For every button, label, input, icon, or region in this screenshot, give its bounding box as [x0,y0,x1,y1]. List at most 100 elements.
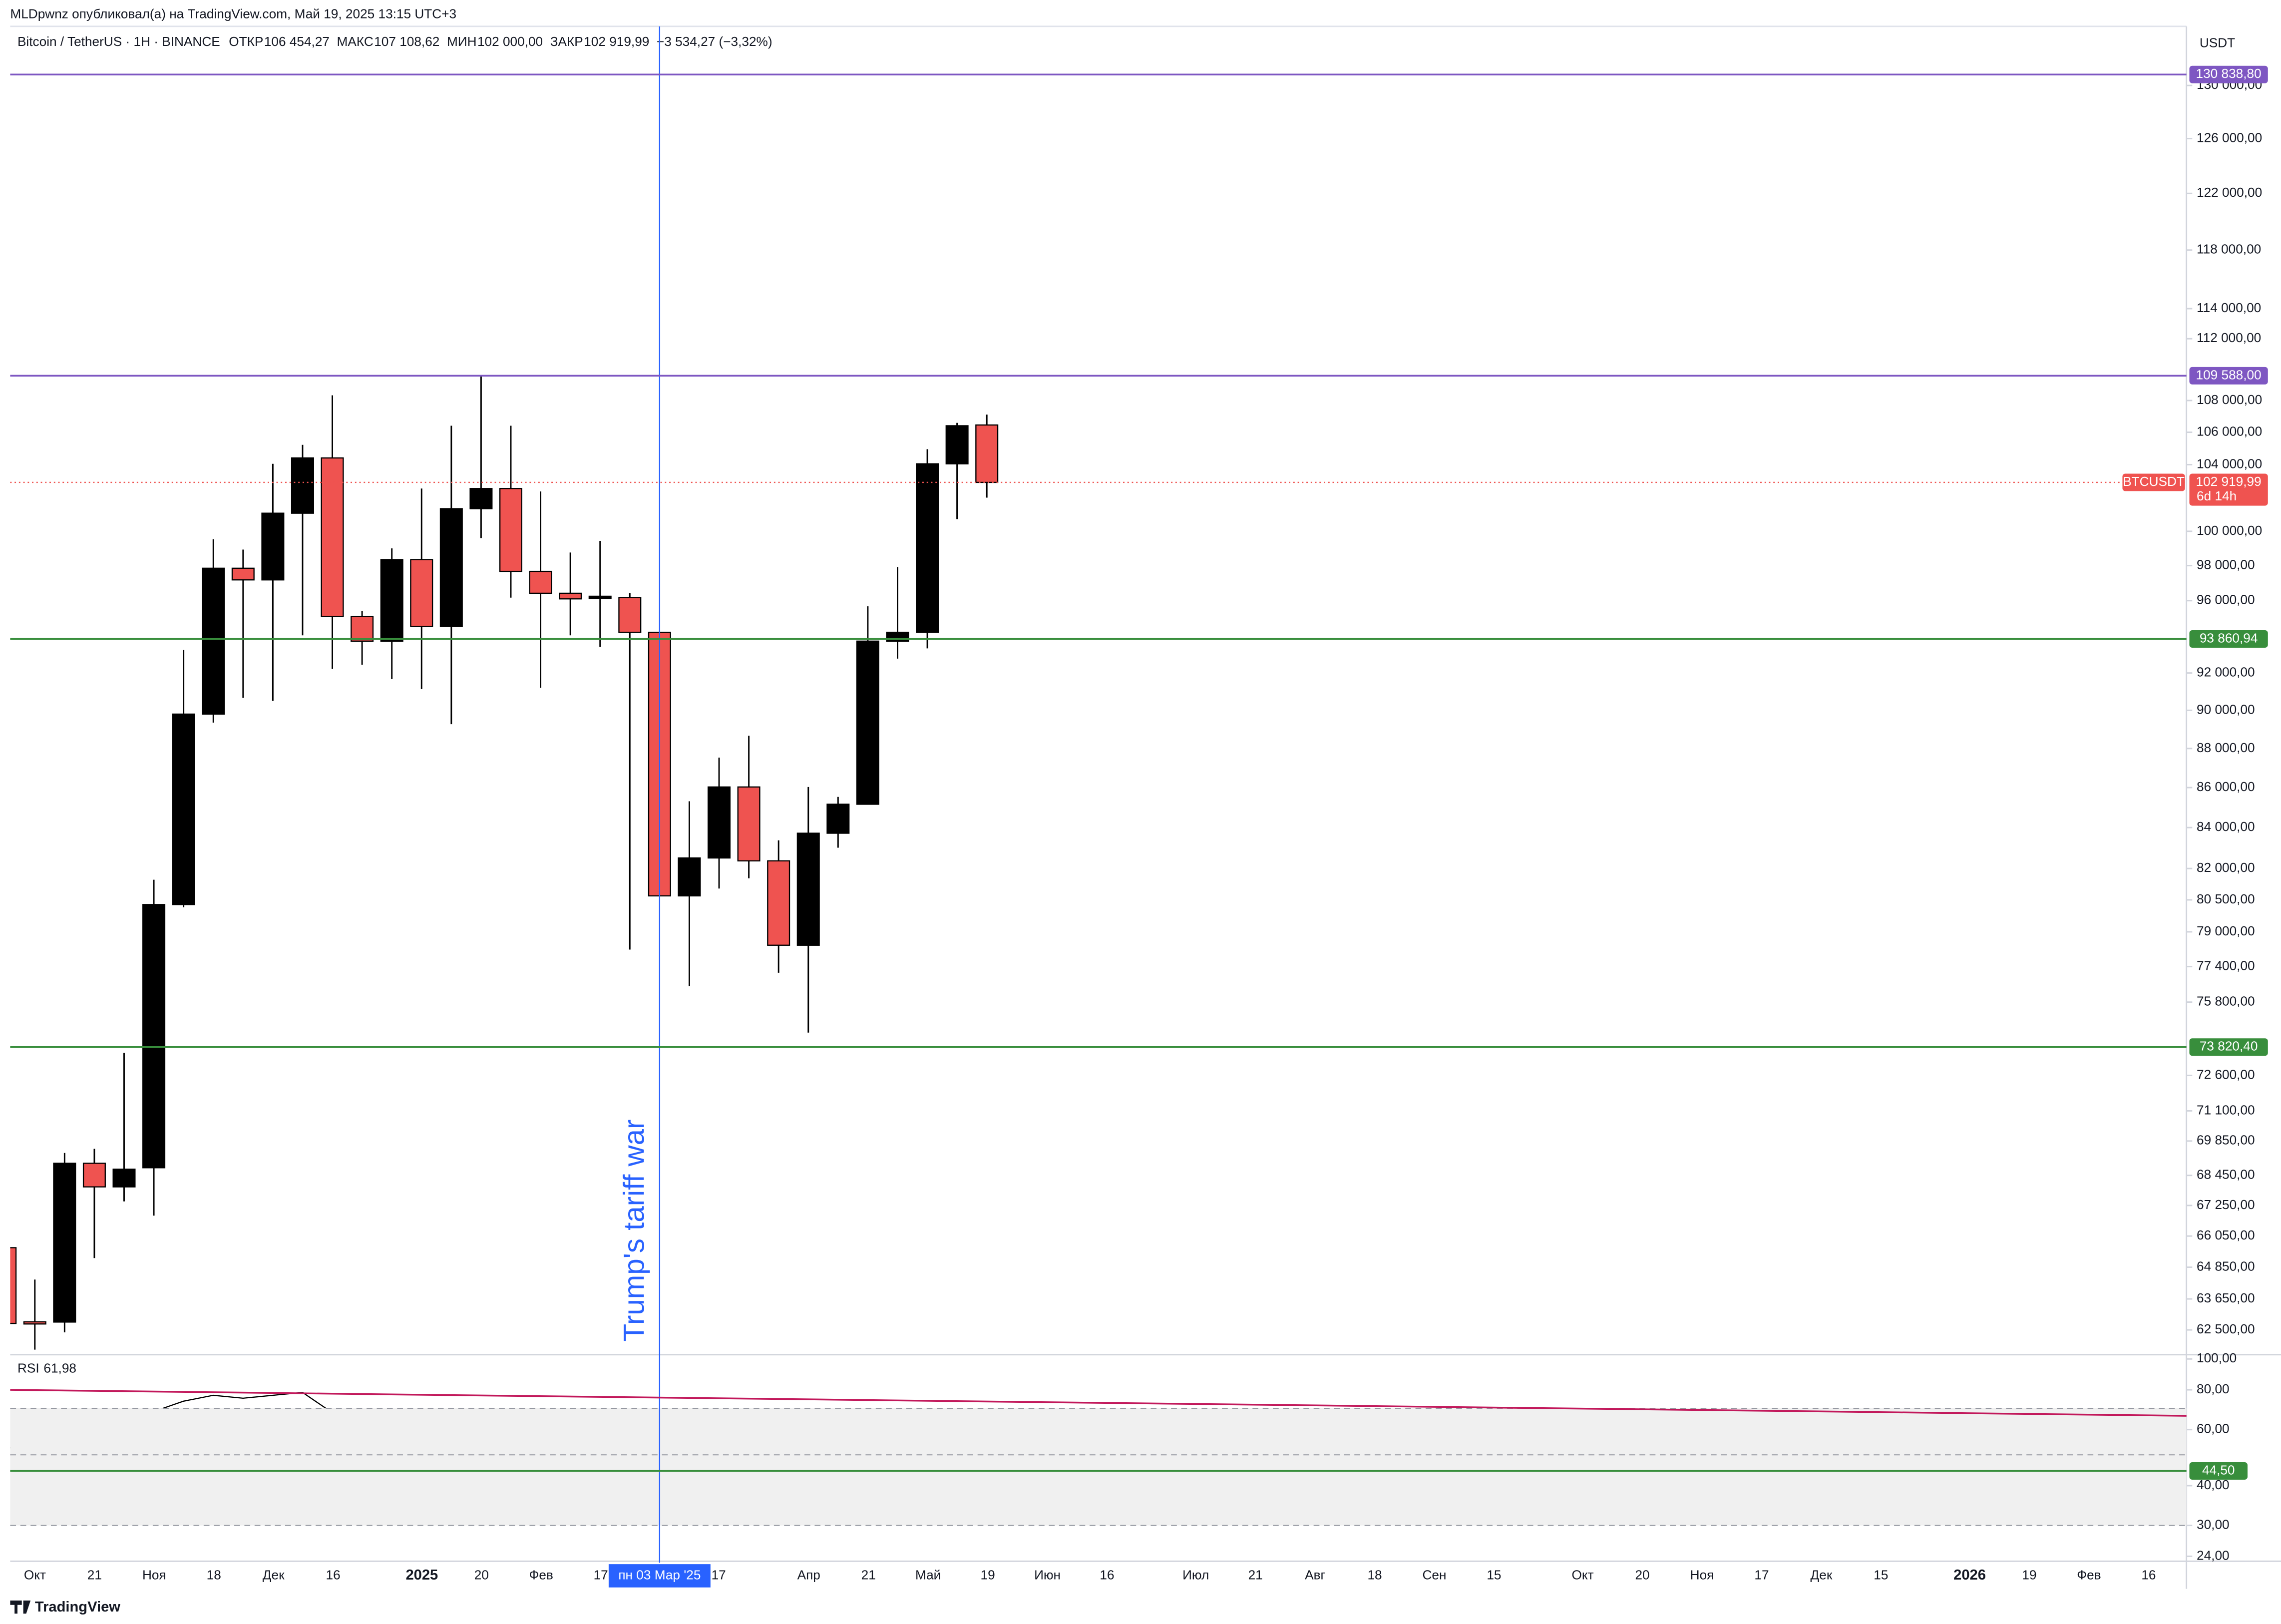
x-tick-label: Апр [797,1567,820,1582]
level-tag [2189,630,2268,648]
y-tick-label: 106 000,00 [2197,424,2262,439]
candle-body [172,713,195,905]
legend-ohlc: ОТКР [229,34,263,49]
y-tick-label: 72 600,00 [2197,1067,2255,1082]
x-tick-label: Ноя [142,1567,166,1582]
x-tick-label: 18 [207,1567,221,1582]
y-tick-label: 79 000,00 [2197,923,2255,938]
rsi-y-tick-label: 60,00 [2197,1421,2230,1436]
x-tick-label: 17 [712,1567,726,1582]
y-tick-label: 104 000,00 [2197,456,2262,471]
y-tick-label: 77 400,00 [2197,958,2255,973]
level-label: 73 820,40 [2200,1039,2258,1054]
x-tick-label: 19 [981,1567,995,1582]
x-tick-label: 21 [861,1567,876,1582]
level-label: 109 588,00 [2196,367,2262,382]
candle-body [588,595,612,599]
y-tick-label: 69 850,00 [2197,1133,2255,1148]
y-tick-label: 71 100,00 [2197,1102,2255,1117]
y-tick-label: 108 000,00 [2197,392,2262,407]
y-tick-label: 67 250,00 [2197,1197,2255,1212]
rsi-y-tick-label: 100,00 [2197,1350,2237,1365]
legend-ohlc: 107 108,62 [374,34,439,49]
y-tick-label: 68 450,00 [2197,1167,2255,1182]
y-tick-label: 90 000,00 [2197,702,2255,717]
x-tick-label: Ноя [1690,1567,1714,1582]
y-tick-label: 63 650,00 [2197,1290,2255,1305]
candle-body [708,786,731,859]
x-tick-label: 21 [87,1567,102,1582]
x-tick-label: 20 [474,1567,489,1582]
x-tick-label: Дек [1811,1567,1833,1582]
y-tick-label: 66 050,00 [2197,1227,2255,1242]
candle-body [202,567,225,715]
logo [10,1600,31,1614]
legend-title: Bitcoin / TetherUS · 1H · BINANCE [17,34,220,49]
x-tick-label: Дек [263,1567,285,1582]
x-tick-label: 20 [1635,1567,1649,1582]
candle-body [410,559,433,627]
rsi-level-label: 44,50 [2202,1462,2235,1477]
candle-body [499,488,523,572]
currency: USDT [2200,35,2235,50]
annotation-text: Trump's tariff war [618,1120,651,1342]
rsi-band [10,1408,2187,1526]
candle-body [826,804,850,834]
candle-body [261,512,285,581]
price-tag [2189,473,2268,506]
candle-body [53,1163,76,1323]
y-tick-label: 80 500,00 [2197,891,2255,906]
plot-area [10,376,999,1476]
legend-ohlc: 102 919,99 [584,34,649,49]
y-tick-label: 96 000,00 [2197,592,2255,607]
y-tick-label: 75 800,00 [2197,994,2255,1009]
y-tick-label: 126 000,00 [2197,130,2262,145]
candle-body [737,786,760,861]
level-label: 130 838,80 [2196,66,2262,81]
candle-body [351,616,374,642]
candle-body [618,597,642,633]
x-tick-label: Авг [1305,1567,1325,1582]
y-tick-label: 112 000,00 [2197,330,2261,345]
candle-body [678,857,701,897]
x-tick-label: Фев [2077,1567,2101,1582]
legend-ohlc: МАКС [337,34,374,49]
candle-body [529,570,552,594]
y-tick-label: 88 000,00 [2197,740,2255,755]
candle-body [916,463,939,633]
rsi-trendline [10,1389,2187,1417]
x-tick-label: 2025 [405,1567,438,1583]
x-tick-label: 16 [2141,1567,2156,1582]
x-tick-label: 17 [594,1567,608,1582]
candle-body [23,1321,46,1325]
rsi-y-tick-label: 24,00 [2197,1548,2230,1563]
level-tag [2189,1038,2268,1056]
y-tick-label: 62 500,00 [2197,1321,2255,1336]
y-tick-label: 114 000,00 [2197,300,2261,315]
price-label: 102 919,99 [2196,474,2262,489]
rsi-y-tick-label: 80,00 [2197,1381,2230,1396]
y-tick-label: 86 000,00 [2197,779,2255,794]
x-tick-label: Фев [529,1567,553,1582]
rsi-value: 61,98 [43,1361,76,1376]
countdown: 6d 14h [2197,488,2237,503]
x-tick-label: Окт [1572,1567,1594,1582]
x-tick-label: Сен [1422,1567,1446,1582]
level-tag [2189,367,2268,385]
y-tick-label: 84 000,00 [2197,819,2255,834]
candle-body [231,567,255,581]
candle-body [439,508,463,627]
publisher: MLDpwnz опубликовал(а) на TradingView.co… [10,6,456,21]
legend-ohlc: 102 000,00 [477,34,543,49]
date-label: пн 03 Мар '25 [618,1567,701,1582]
level-label: 93 860,94 [2200,630,2258,645]
x-tick-label: 15 [1487,1567,1501,1582]
x-tick-label: 17 [1754,1567,1769,1582]
candle-body [10,1247,17,1324]
x-tick-label: Окт [24,1567,46,1582]
candle-body [291,457,314,514]
x-tick-label: 16 [1100,1567,1114,1582]
